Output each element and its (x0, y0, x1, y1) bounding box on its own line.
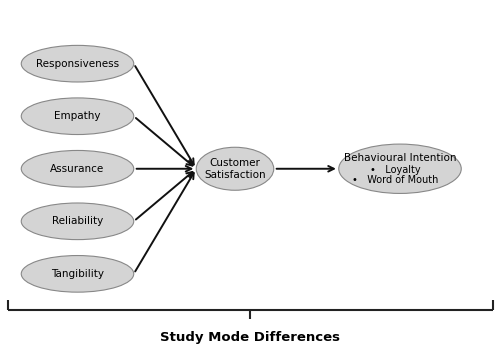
Text: •   Word of Mouth: • Word of Mouth (352, 175, 438, 185)
Ellipse shape (21, 150, 134, 187)
Text: Responsiveness: Responsiveness (36, 59, 119, 69)
Ellipse shape (21, 45, 134, 82)
Ellipse shape (21, 256, 134, 292)
Text: Study Mode Differences: Study Mode Differences (160, 331, 340, 344)
Text: Assurance: Assurance (50, 164, 104, 174)
Text: Customer
Satisfaction: Customer Satisfaction (204, 158, 266, 180)
Ellipse shape (196, 147, 274, 190)
Text: Behavioural Intention: Behavioural Intention (344, 152, 456, 163)
Ellipse shape (21, 203, 134, 240)
Text: Empathy: Empathy (54, 111, 101, 121)
Ellipse shape (339, 144, 461, 193)
Text: Tangibility: Tangibility (51, 269, 104, 279)
Text: Reliability: Reliability (52, 216, 103, 226)
Text: •   Loyalty: • Loyalty (370, 166, 420, 175)
Ellipse shape (21, 98, 134, 135)
